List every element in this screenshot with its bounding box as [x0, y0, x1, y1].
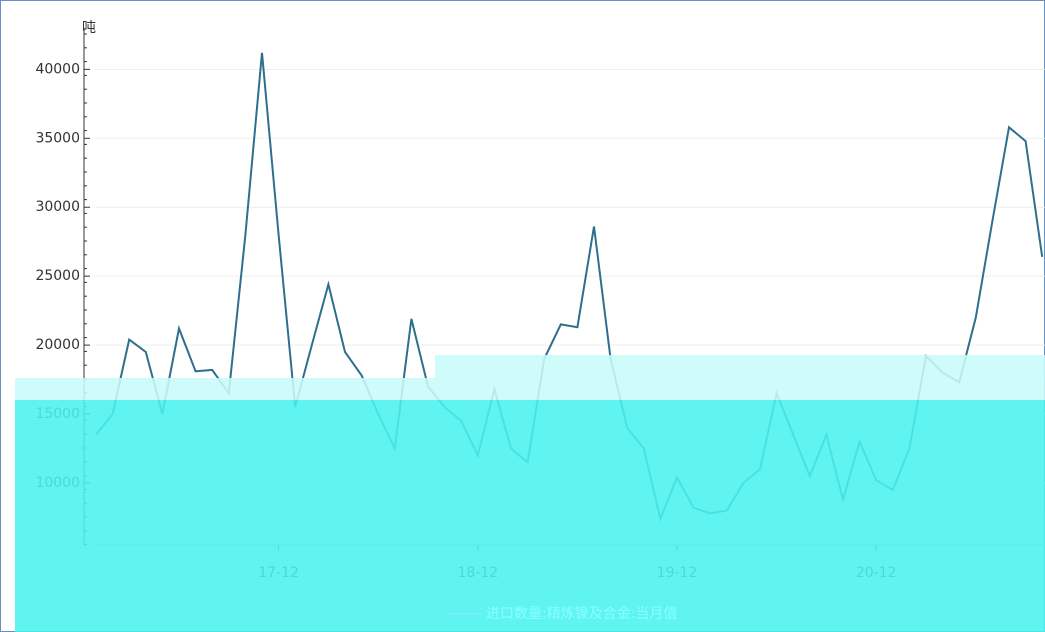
y-unit: 吨 [82, 20, 96, 36]
y-tick-label: 40000 [35, 61, 80, 77]
y-tick-label: 35000 [35, 130, 80, 146]
overlay-band [435, 355, 1045, 400]
overlay [15, 355, 1045, 632]
y-tick-label: 25000 [35, 268, 80, 284]
overlay-band [15, 378, 435, 400]
y-tick-label: 30000 [35, 199, 80, 215]
legend: 进口数量:精炼镍及合金:当月值 [448, 606, 677, 622]
overlay-block [15, 400, 1045, 632]
y-tick-label: 20000 [35, 337, 80, 353]
legend-label: 进口数量:精炼镍及合金:当月值 [486, 606, 677, 622]
